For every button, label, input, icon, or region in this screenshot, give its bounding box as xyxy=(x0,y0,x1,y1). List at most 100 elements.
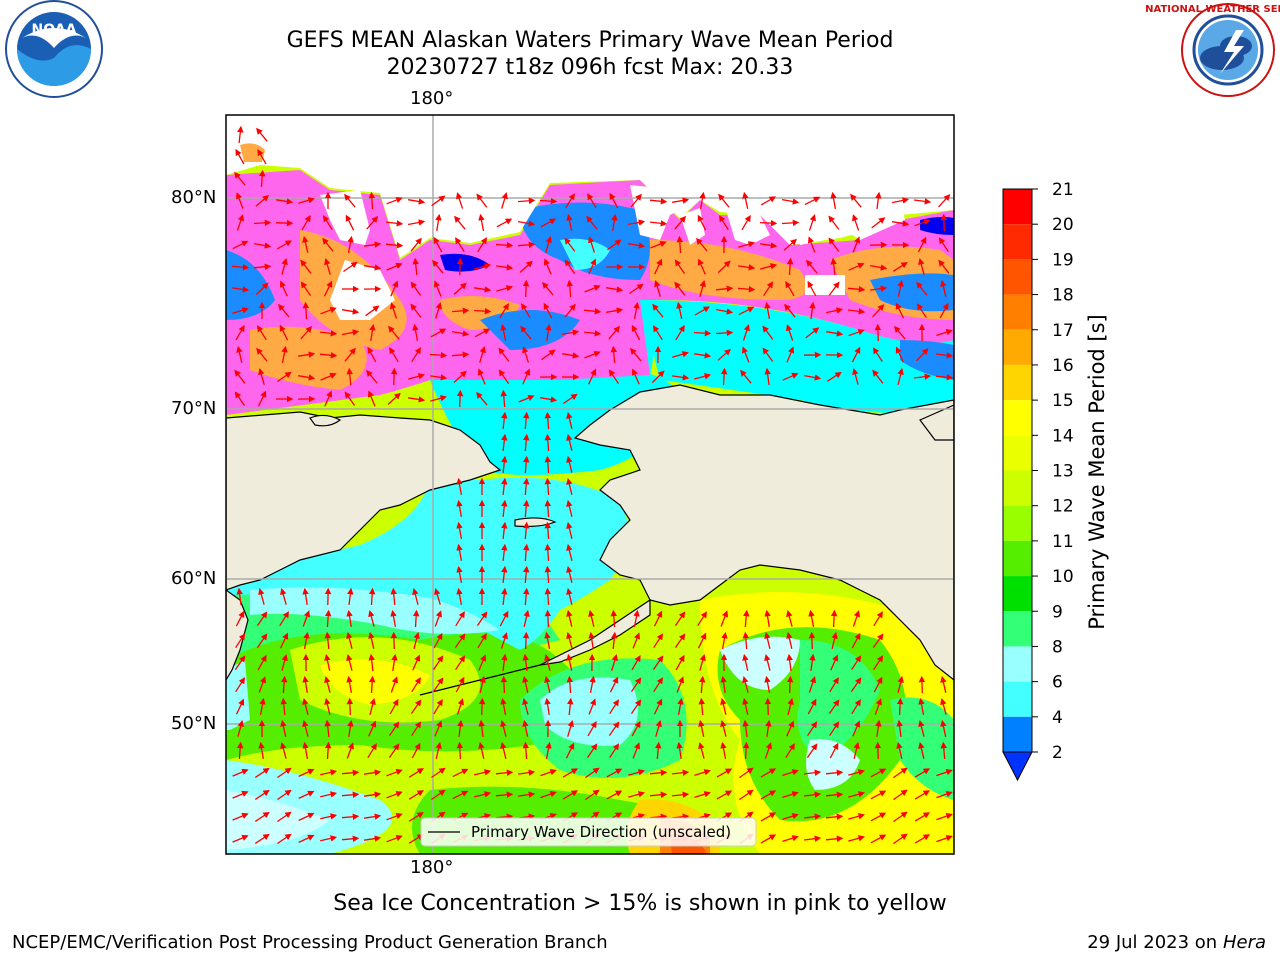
wave-direction-arrow xyxy=(474,263,491,270)
wave-direction-arrow xyxy=(236,587,243,605)
wave-direction-arrow xyxy=(893,789,908,801)
wave-direction-arrow xyxy=(782,813,799,821)
wave-direction-arrow xyxy=(280,632,289,649)
wave-direction-arrow xyxy=(474,791,492,798)
wave-direction-arrow xyxy=(718,193,730,208)
wave-direction-arrow xyxy=(588,368,597,385)
wave-direction-arrow xyxy=(257,148,267,165)
wave-direction-arrow xyxy=(277,789,292,801)
wave-direction-arrow xyxy=(566,653,573,671)
wave-direction-arrows xyxy=(231,125,954,845)
wave-direction-arrow xyxy=(457,719,464,737)
wave-direction-arrow xyxy=(412,609,420,628)
wave-direction-arrow xyxy=(697,611,708,627)
wave-direction-arrow xyxy=(231,263,250,271)
wave-direction-arrow xyxy=(584,284,601,293)
wave-direction-arrow xyxy=(719,215,729,231)
wave-direction-arrow xyxy=(652,655,664,670)
wave-direction-arrow xyxy=(655,720,662,737)
wave-direction-arrow xyxy=(341,769,360,776)
wave-direction-arrow xyxy=(499,303,509,319)
wave-direction-arrow xyxy=(523,543,530,562)
wave-direction-arrow xyxy=(741,214,751,231)
wave-direction-arrow xyxy=(302,235,309,253)
wave-direction-arrow xyxy=(588,236,596,253)
wave-direction-arrow xyxy=(324,676,331,693)
wave-direction-arrow xyxy=(232,307,249,314)
wave-direction-arrow xyxy=(892,261,908,272)
wave-direction-arrow xyxy=(566,632,573,649)
wave-direction-arrow xyxy=(235,192,244,209)
wave-direction-arrow xyxy=(544,455,552,474)
wave-direction-arrow xyxy=(341,813,360,820)
wave-direction-arrow xyxy=(784,303,796,318)
wave-direction-arrow xyxy=(324,258,331,275)
wave-direction-arrow xyxy=(496,285,513,292)
wave-direction-arrow xyxy=(740,369,752,384)
wave-direction-arrow xyxy=(936,329,953,337)
wave-direction-arrow xyxy=(410,281,422,296)
wave-direction-arrow xyxy=(347,235,354,254)
wave-direction-arrow xyxy=(520,325,532,340)
wave-direction-arrow xyxy=(653,325,663,341)
wave-direction-arrow xyxy=(456,543,463,562)
wave-direction-arrow xyxy=(853,741,860,759)
wave-direction-arrow xyxy=(346,742,354,759)
wave-direction-arrow xyxy=(809,653,816,671)
wave-direction-arrow xyxy=(501,543,508,561)
wave-direction-arrow xyxy=(256,347,268,362)
wave-direction-arrow xyxy=(895,346,904,363)
wave-direction-arrow xyxy=(829,742,839,759)
wave-direction-arrow xyxy=(454,633,466,648)
wave-direction-arrow xyxy=(275,219,294,227)
wave-direction-arrow xyxy=(540,218,557,228)
wave-direction-arrow xyxy=(388,325,400,340)
wave-direction-arrow xyxy=(650,240,667,249)
wave-direction-arrow xyxy=(628,791,645,798)
wave-direction-arrow xyxy=(869,264,888,271)
wave-direction-arrow xyxy=(407,219,426,226)
wave-direction-arrow xyxy=(411,742,421,759)
wave-direction-arrow xyxy=(875,191,882,209)
wave-direction-arrow xyxy=(386,262,403,271)
wave-direction-arrow xyxy=(649,769,668,776)
wave-direction-arrow xyxy=(936,352,954,359)
wave-direction-arrow xyxy=(720,697,727,715)
wave-direction-arrow xyxy=(364,791,382,798)
wave-direction-arrow xyxy=(298,197,315,204)
wave-direction-arrow xyxy=(280,697,287,716)
wave-direction-arrow xyxy=(786,324,794,341)
wave-direction-arrow xyxy=(473,307,492,315)
wave-direction-arrow xyxy=(872,369,884,384)
wave-direction-arrow xyxy=(715,285,734,292)
wave-direction-arrow xyxy=(302,610,311,627)
wave-direction-arrow xyxy=(501,653,508,671)
wave-direction-arrow xyxy=(760,790,777,800)
wave-direction-arrow xyxy=(279,324,289,341)
footer-host: Hera xyxy=(1222,932,1266,953)
wave-direction-arrow xyxy=(500,675,508,694)
wave-direction-arrow xyxy=(276,198,294,205)
wave-direction-arrow xyxy=(544,565,552,584)
wave-direction-arrow xyxy=(432,677,444,692)
wave-direction-arrow xyxy=(893,767,908,779)
wave-direction-arrow xyxy=(852,236,861,253)
wave-direction-arrow xyxy=(914,219,931,227)
wave-direction-arrow xyxy=(561,329,580,336)
wave-direction-arrow xyxy=(605,307,624,314)
colorbar-band xyxy=(1003,716,1032,752)
wave-direction-arrow xyxy=(829,677,839,693)
wave-direction-arrow xyxy=(413,631,420,649)
wave-direction-arrow xyxy=(298,812,315,821)
wave-direction-arrow xyxy=(893,811,908,823)
wave-direction-arrow xyxy=(871,217,886,229)
wave-direction-arrow xyxy=(500,389,507,408)
svg-text:NOAA: NOAA xyxy=(32,22,77,38)
wave-direction-arrow xyxy=(408,812,424,822)
wave-direction-arrow xyxy=(848,769,865,776)
wave-direction-arrow xyxy=(585,767,600,779)
wave-direction-arrow xyxy=(367,743,377,759)
wave-direction-arrow xyxy=(255,282,269,296)
wave-direction-arrow xyxy=(302,720,309,737)
wave-direction-arrow xyxy=(698,719,705,737)
